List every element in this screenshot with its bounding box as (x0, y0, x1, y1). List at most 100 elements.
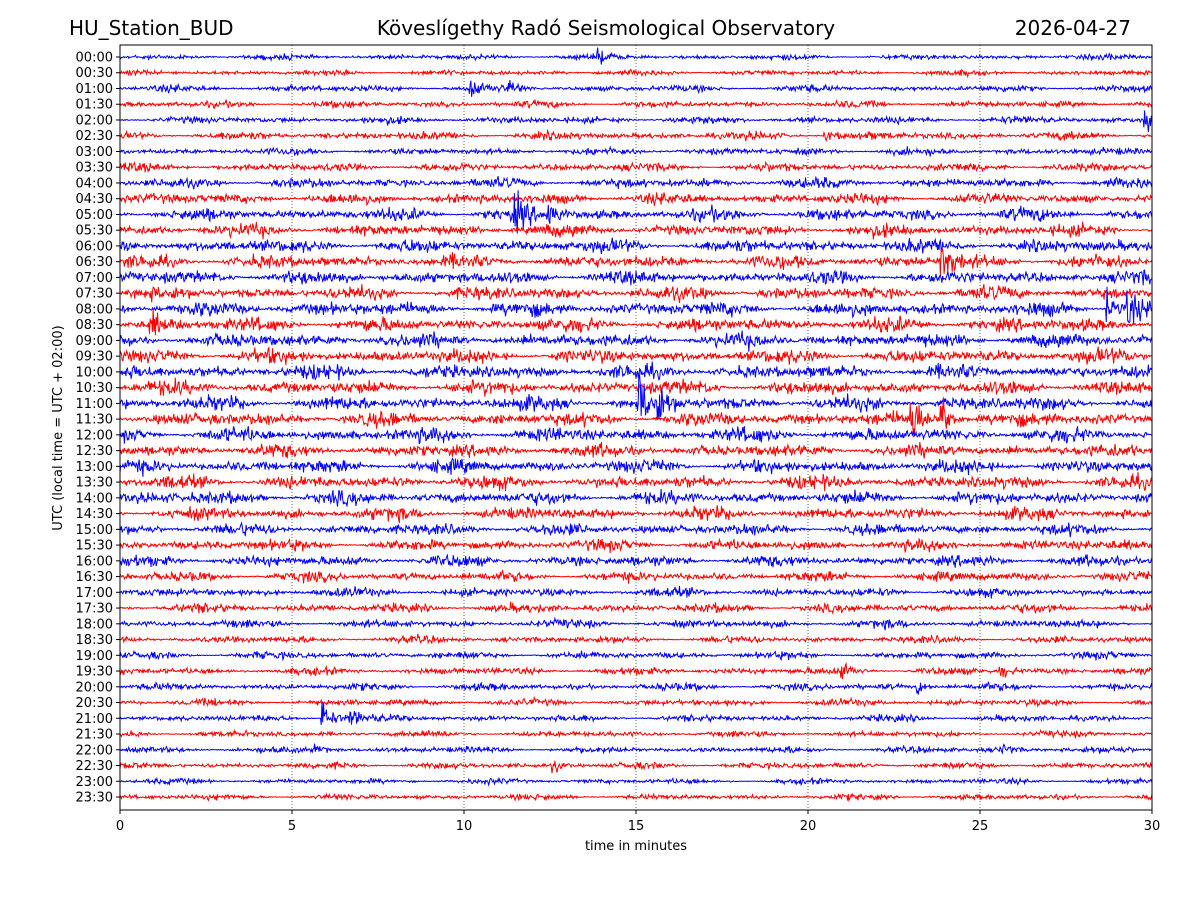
trace-row-1130 (119, 397, 1153, 438)
y-tick-label: 14:30 (76, 507, 113, 522)
y-axis: 00:0000:3001:0001:3002:0002:3003:0003:30… (76, 51, 120, 806)
trace-row-0200 (119, 110, 1153, 133)
trace-row-0600 (119, 237, 1153, 255)
y-tick-label: 06:00 (76, 239, 113, 254)
trace-row-1400 (119, 489, 1153, 507)
trace-row-1030 (119, 377, 1153, 397)
y-tick-label: 04:00 (76, 176, 113, 191)
trace-row-0700 (119, 269, 1153, 286)
y-tick-label: 22:30 (76, 759, 113, 774)
station-title: HU_Station_BUD (69, 16, 234, 40)
trace-row-0630 (119, 248, 1153, 276)
traces (119, 47, 1153, 803)
trace-row-2100 (119, 702, 1153, 726)
y-tick-label: 18:30 (76, 633, 113, 648)
y-tick-label: 10:00 (76, 365, 113, 380)
y-tick-label: 00:30 (76, 66, 113, 81)
trace-row-2300 (119, 776, 1153, 787)
y-tick-label: 08:30 (76, 318, 113, 333)
y-tick-label: 15:00 (76, 523, 113, 538)
y-tick-label: 07:30 (76, 287, 113, 302)
trace-row-0130 (119, 99, 1153, 110)
trace-row-0030 (119, 68, 1153, 79)
trace-row-2230 (119, 760, 1153, 774)
x-tick-label: 10 (456, 819, 473, 834)
trace-row-0800 (119, 286, 1153, 324)
y-tick-label: 05:00 (76, 208, 113, 223)
y-tick-label: 23:00 (76, 775, 113, 790)
trace-row-0300 (119, 145, 1153, 158)
y-tick-label: 15:30 (76, 539, 113, 554)
observatory-title: Köveslígethy Radó Seismological Observat… (377, 16, 835, 40)
trace-row-1330 (119, 471, 1153, 492)
trace-row-1300 (119, 457, 1153, 477)
y-tick-label: 01:30 (76, 98, 113, 113)
trace-row-0330 (119, 160, 1153, 174)
trace-row-0530 (119, 221, 1153, 240)
y-tick-label: 18:00 (76, 617, 113, 632)
x-tick-label: 30 (1144, 819, 1161, 834)
y-tick-label: 20:30 (76, 696, 113, 711)
y-tick-label: 05:30 (76, 224, 113, 239)
trace-row-2030 (119, 695, 1153, 708)
x-tick-label: 0 (116, 819, 124, 834)
x-tick-label: 20 (800, 819, 817, 834)
y-axis-label: UTC (local time = UTC + 02:00) (51, 325, 66, 530)
grid-lines (291, 45, 981, 810)
y-tick-label: 09:30 (76, 350, 113, 365)
y-tick-label: 00:00 (76, 51, 113, 66)
y-tick-label: 13:30 (76, 476, 113, 491)
trace-row-0100 (119, 79, 1152, 97)
trace-row-0730 (119, 284, 1153, 303)
y-tick-label: 11:00 (76, 397, 113, 412)
y-tick-label: 16:00 (76, 554, 113, 569)
y-tick-label: 17:00 (76, 586, 113, 601)
date-title: 2026-04-27 (1015, 16, 1131, 40)
y-tick-label: 19:00 (76, 649, 113, 664)
y-tick-label: 21:30 (76, 728, 113, 743)
x-tick-label: 25 (972, 819, 989, 834)
y-tick-label: 07:00 (76, 271, 113, 286)
trace-row-1430 (119, 505, 1153, 524)
x-axis-label: time in minutes (585, 839, 687, 854)
y-tick-label: 17:30 (76, 602, 113, 617)
trace-row-2200 (119, 743, 1152, 755)
y-tick-label: 06:30 (76, 255, 113, 270)
y-tick-label: 04:30 (76, 192, 113, 207)
trace-row-0830 (119, 307, 1153, 336)
y-tick-label: 02:00 (76, 113, 113, 128)
trace-row-1230 (119, 441, 1153, 459)
y-tick-label: 09:00 (76, 334, 113, 349)
x-axis: 0 5 10 15 20 25 30 (116, 810, 1160, 834)
y-tick-label: 03:00 (76, 145, 113, 160)
trace-row-1200 (119, 426, 1153, 445)
trace-row-0500 (119, 190, 1153, 234)
y-tick-label: 16:30 (76, 570, 113, 585)
trace-row-1000 (119, 361, 1153, 381)
y-tick-label: 02:30 (76, 129, 113, 144)
trace-row-1930 (119, 661, 1153, 680)
trace-row-0400 (119, 175, 1153, 190)
y-tick-label: 12:00 (76, 428, 113, 443)
trace-row-1900 (119, 649, 1153, 662)
y-tick-label: 11:30 (76, 413, 113, 428)
trace-row-0900 (119, 330, 1153, 352)
trace-row-1800 (119, 616, 1153, 631)
trace-row-1730 (119, 601, 1153, 616)
trace-row-1700 (119, 585, 1153, 599)
trace-row-0000 (119, 47, 1153, 65)
trace-row-1630 (119, 569, 1153, 584)
x-tick-label: 15 (628, 819, 645, 834)
y-tick-label: 03:30 (76, 161, 113, 176)
y-tick-label: 19:30 (76, 665, 113, 680)
trace-row-0430 (119, 192, 1153, 207)
trace-row-1500 (119, 521, 1153, 538)
y-tick-label: 10:30 (76, 381, 113, 396)
x-tick-label: 5 (288, 819, 296, 834)
y-tick-label: 14:00 (76, 491, 113, 506)
trace-row-2330 (119, 792, 1153, 803)
y-tick-label: 08:00 (76, 302, 113, 317)
trace-row-2000 (119, 681, 1153, 695)
trace-row-1600 (119, 553, 1153, 568)
